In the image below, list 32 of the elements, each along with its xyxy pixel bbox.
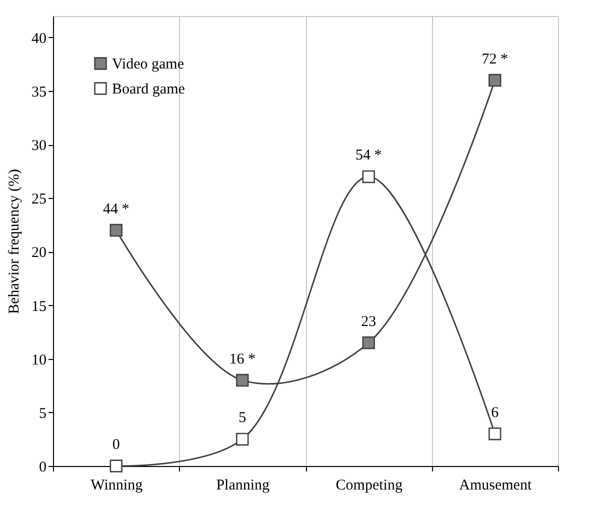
y-tick-label: 30 bbox=[32, 138, 46, 154]
annotation: 23 bbox=[361, 314, 376, 330]
y-tick-label: 10 bbox=[32, 352, 46, 368]
annotation: 54 * bbox=[356, 148, 382, 164]
point bbox=[488, 428, 502, 440]
x-tick-label: Competing bbox=[336, 478, 403, 494]
point bbox=[110, 460, 122, 472]
y-tick-label: 0 bbox=[39, 460, 46, 476]
annotation: 6 bbox=[491, 404, 500, 421]
legend-label: Video game bbox=[112, 56, 184, 72]
point bbox=[236, 374, 249, 387]
y-tick-label: 40 bbox=[32, 30, 46, 47]
point bbox=[488, 74, 502, 87]
point bbox=[236, 432, 249, 446]
annotation: 16 * bbox=[229, 351, 256, 368]
x-tick-label: Winning bbox=[90, 478, 144, 494]
point bbox=[362, 170, 375, 184]
point bbox=[362, 336, 375, 350]
y-tick-label: 15 bbox=[32, 298, 46, 315]
y-tick-label: 20 bbox=[32, 245, 46, 262]
x-tick-label: Amusement bbox=[459, 478, 532, 494]
y-axis-title: Behavior frequency (%) bbox=[6, 169, 22, 314]
y-tick-label: 35 bbox=[32, 84, 46, 100]
annotation: 0 bbox=[112, 437, 120, 453]
point bbox=[110, 224, 122, 237]
x-tick-label: Planning bbox=[216, 478, 270, 494]
annotation: 72 * bbox=[482, 51, 508, 68]
annotation: 44 * bbox=[103, 201, 130, 218]
legend-label: Board game bbox=[112, 82, 186, 98]
y-tick-label: 25 bbox=[32, 192, 46, 208]
y-tick-label: 5 bbox=[39, 406, 46, 422]
annotation: 5 bbox=[238, 410, 246, 426]
